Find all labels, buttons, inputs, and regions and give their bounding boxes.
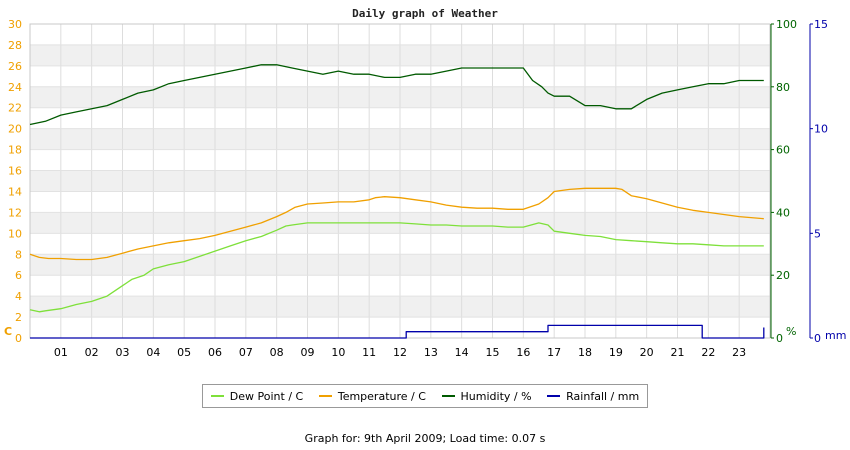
y-tick-label-right1: 0	[776, 332, 783, 345]
y-tick-label-left: 26	[8, 60, 22, 73]
x-tick-label: 20	[640, 346, 654, 359]
legend-item-temperature: Temperature / C	[318, 389, 426, 403]
axes-layer: 024681012141618202224262830C020406080100…	[4, 18, 846, 359]
chart-title: Daily graph of Weather	[352, 7, 498, 20]
x-tick-label: 12	[393, 346, 407, 359]
x-tick-label: 17	[547, 346, 561, 359]
x-tick-label: 21	[671, 346, 685, 359]
footer-info: Graph for: 9th April 2009; Load time: 0.…	[304, 432, 546, 445]
x-tick-label: 23	[732, 346, 746, 359]
legend-item-rainfall: Rainfall / mm	[547, 390, 639, 403]
x-tick-label: 14	[455, 346, 469, 359]
y-tick-label-right2: 5	[814, 227, 821, 240]
y-tick-label-left: 12	[8, 206, 22, 219]
x-tick-label: 08	[270, 346, 284, 359]
x-tick-label: 22	[701, 346, 715, 359]
legend-label-temperature: Temperature / C	[337, 389, 426, 403]
x-tick-label: 15	[486, 346, 500, 359]
x-tick-label: 19	[609, 346, 623, 359]
y-tick-label-right1: 60	[776, 144, 790, 157]
y-tick-label-right2: 0	[814, 332, 821, 345]
x-tick-label: 06	[208, 346, 222, 359]
y-tick-label-left: 22	[8, 102, 22, 115]
y-tick-label-left: 30	[8, 18, 22, 31]
y-tick-label-left: 4	[15, 290, 22, 303]
y-axis-label-right1: %	[786, 325, 796, 338]
series-line-3	[30, 324, 765, 339]
y-tick-label-left: 18	[8, 144, 22, 157]
x-tick-label: 18	[578, 346, 592, 359]
y-tick-label-left: 24	[8, 81, 22, 94]
legend-label-humidity: Humidity / %	[460, 389, 532, 403]
grid-lines	[29, 23, 771, 339]
x-tick-label: 03	[116, 346, 130, 359]
y-tick-label-left: 0	[15, 332, 22, 345]
y-tick-label-left: 6	[15, 269, 22, 282]
series-line-2	[29, 64, 764, 126]
legend-label-dew-point: Dew Point / C	[229, 389, 304, 403]
y-tick-label-left: 8	[15, 248, 22, 261]
y-tick-label-right1: 40	[776, 206, 790, 219]
y-axis-label-right2: mm	[825, 329, 846, 342]
legend-swatch-dew-point	[210, 395, 224, 397]
legend-item-humidity: Humidity / %	[441, 389, 532, 403]
x-tick-label: 09	[301, 346, 315, 359]
legend-swatch-humidity	[441, 395, 455, 397]
x-tick-label: 07	[239, 346, 253, 359]
y-tick-label-left: 20	[8, 123, 22, 136]
y-tick-label-left: 14	[8, 185, 22, 198]
y-tick-label-left: 2	[15, 311, 22, 324]
series-line-0	[29, 222, 764, 313]
y-tick-label-left: 28	[8, 39, 22, 52]
x-tick-label: 02	[85, 346, 99, 359]
y-tick-label-right1: 80	[776, 81, 790, 94]
series-line-1	[29, 187, 764, 261]
legend-item-dew-point: Dew Point / C	[210, 389, 304, 403]
y-tick-label-right1: 100	[776, 18, 797, 31]
x-tick-label: 04	[146, 346, 160, 359]
x-tick-label: 01	[54, 346, 68, 359]
y-tick-label-left: 16	[8, 165, 22, 178]
legend-swatch-rainfall	[547, 395, 561, 397]
y-tick-label-right1: 20	[776, 269, 790, 282]
chart-legend: Dew Point / C Temperature / C Humidity /…	[202, 384, 648, 408]
y-tick-label-left: 10	[8, 227, 22, 240]
x-tick-label: 11	[362, 346, 376, 359]
x-tick-label: 10	[331, 346, 345, 359]
series-layer	[29, 64, 765, 339]
y-tick-label-right2: 10	[814, 123, 828, 136]
x-tick-label: 16	[516, 346, 530, 359]
x-tick-label: 05	[177, 346, 191, 359]
y-axis-label-left: C	[4, 325, 12, 338]
legend-label-rainfall: Rainfall / mm	[566, 389, 640, 403]
y-tick-label-right2: 15	[814, 18, 828, 31]
legend-swatch-temperature	[318, 395, 332, 397]
x-tick-label: 13	[424, 346, 438, 359]
